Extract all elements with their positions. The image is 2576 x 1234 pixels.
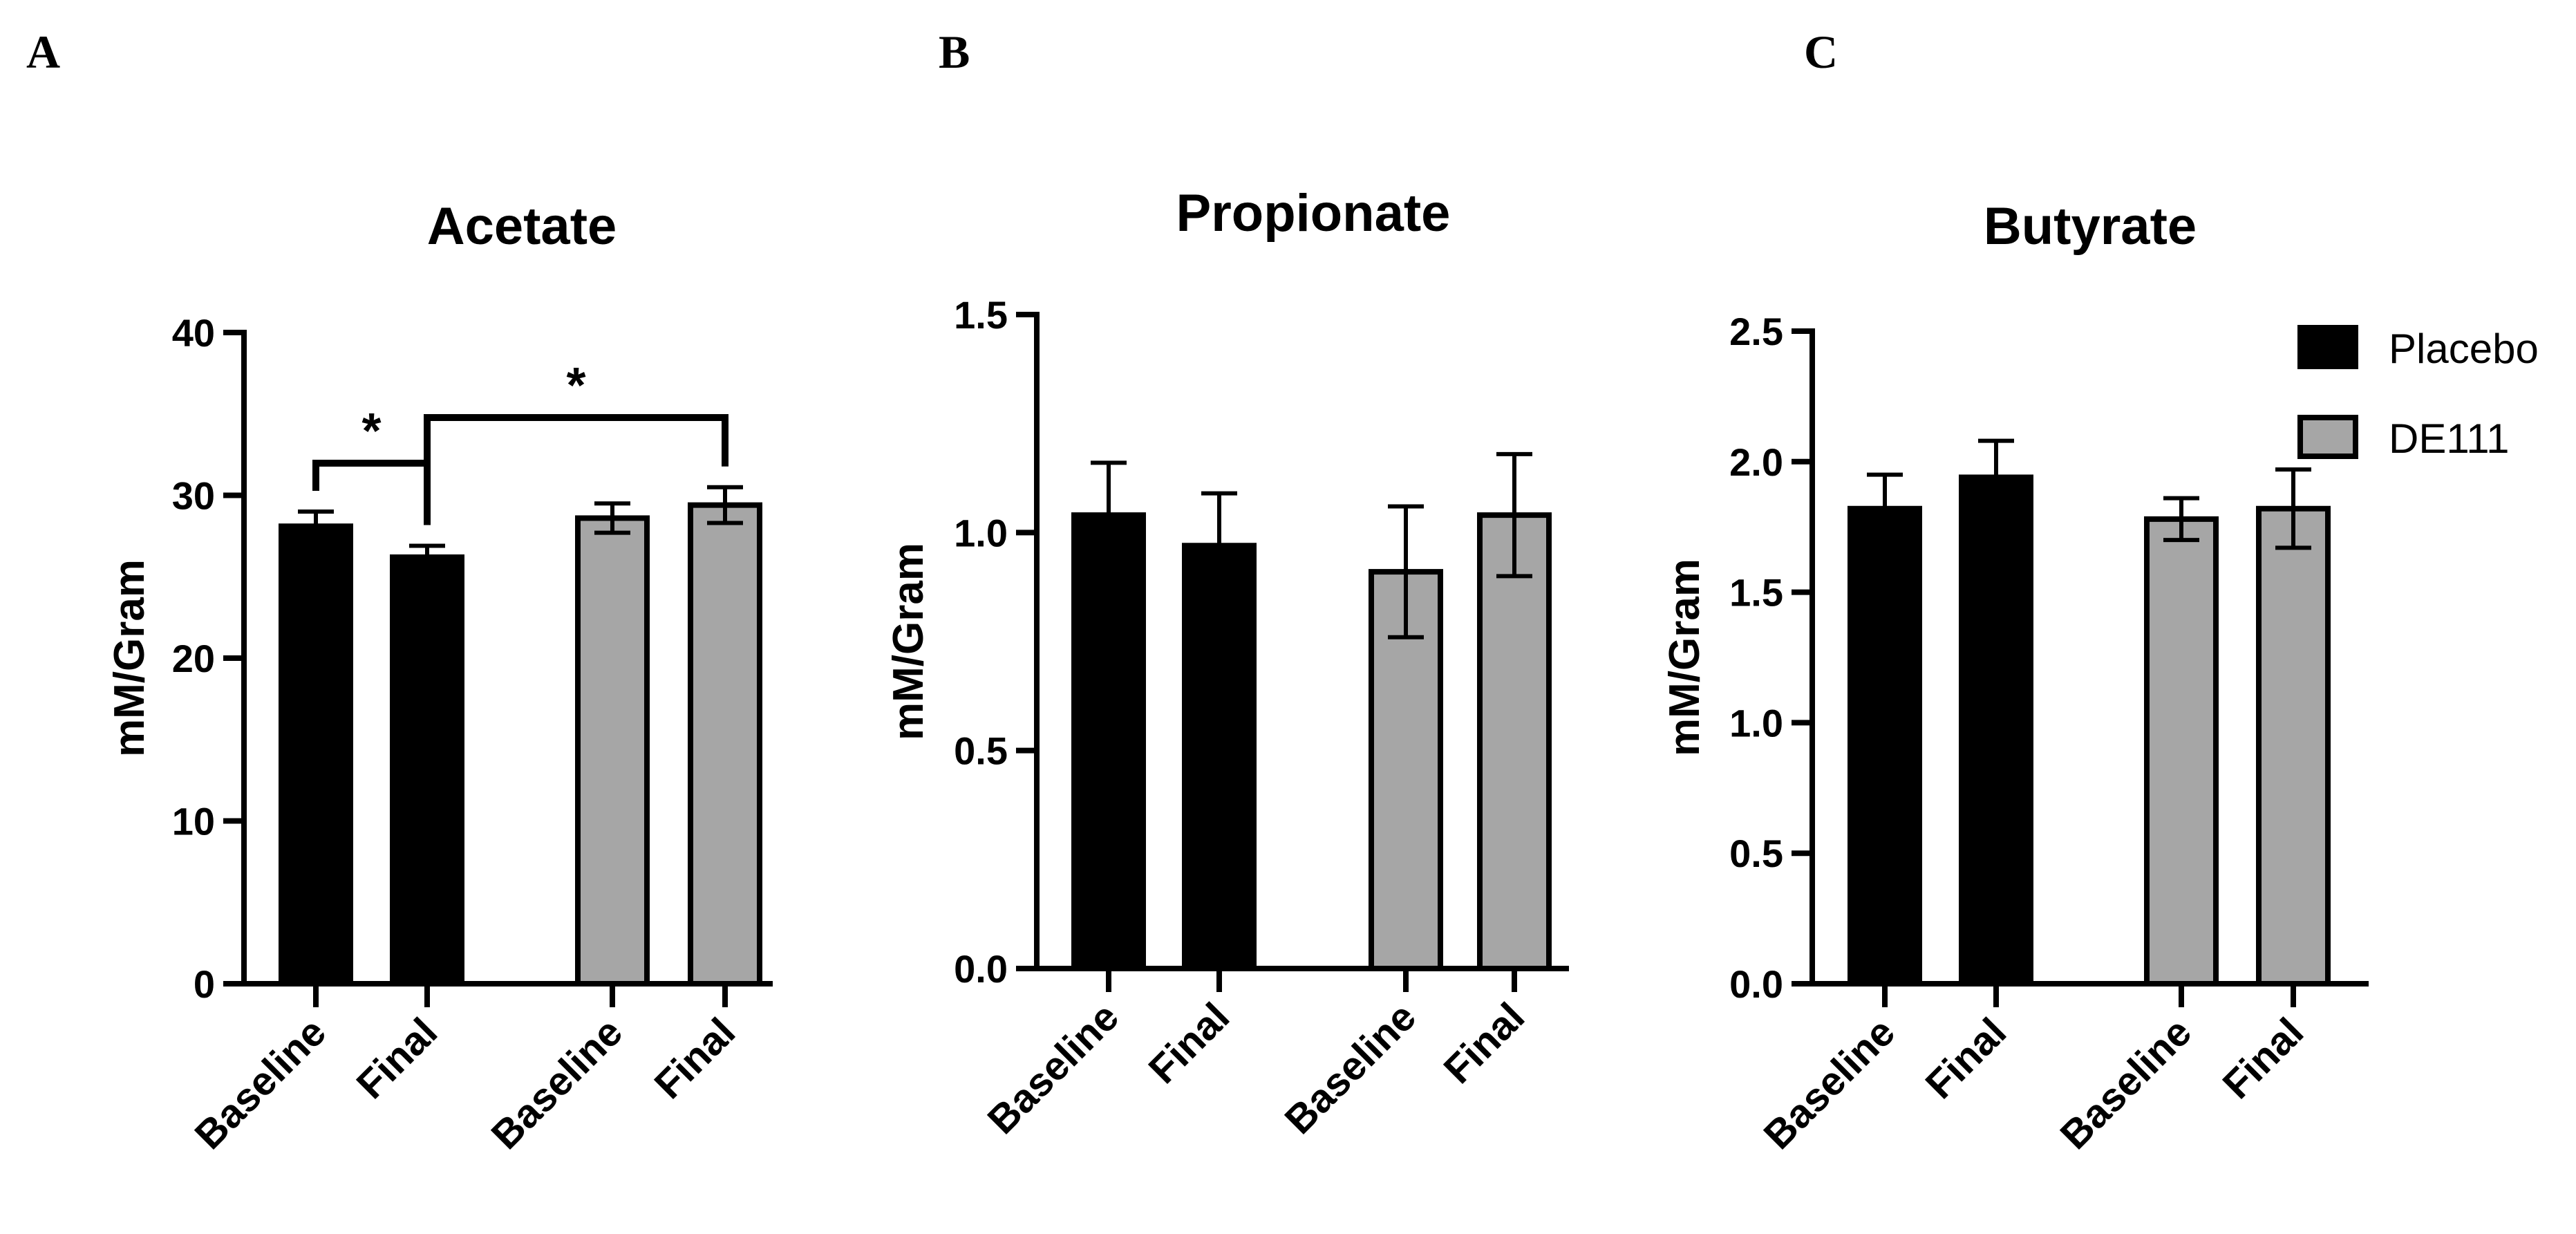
y-tick-label: 1.0 [1729, 701, 1783, 745]
x-tick-label: Final [646, 1009, 744, 1107]
y-tick-label: 0.5 [1729, 832, 1783, 875]
butyrate-chart: Butyrate mM/Gram 0.0 0.5 1.0 1.5 2.0 2.5 Baselin… [1661, 197, 2369, 1158]
error-bar [594, 501, 630, 535]
y-tick-label: 20 [172, 637, 215, 680]
x-tick-label: Baseline [2052, 1009, 2201, 1158]
y-axis-label: mM/Gram [1661, 559, 1709, 756]
y-tick-label: 2.5 [1729, 310, 1783, 353]
error-bar [298, 510, 334, 527]
y-tick-label: 40 [172, 311, 215, 355]
bar-de111-final [2256, 505, 2331, 987]
error-bar [1091, 460, 1127, 516]
legend: Placebo DE111 [2297, 325, 2539, 462]
y-tick-label: 0.0 [954, 947, 1008, 991]
error-bar [2163, 496, 2199, 543]
error-bar [409, 543, 445, 557]
significance-bracket: * [424, 358, 728, 525]
x-tick-label: Final [1917, 1009, 2015, 1107]
error-bar [1201, 491, 1237, 546]
legend-label-de111: DE111 [2389, 415, 2510, 462]
bar-placebo-final [390, 554, 464, 987]
x-tick-label: Final [348, 1009, 446, 1107]
bar-de111-baseline [2144, 516, 2219, 987]
panel-letter-b: B [939, 26, 970, 78]
y-tick-label: 1.5 [1729, 571, 1783, 615]
error-bar [1978, 438, 2014, 478]
x-tick-label: Final [1140, 994, 1239, 1092]
significance-bracket: * [312, 404, 431, 525]
chart-title: Butyrate [1984, 197, 2197, 256]
chart-title: Propionate [1176, 184, 1451, 243]
bar-placebo-final [1182, 543, 1257, 971]
x-tick-label: Baseline [979, 994, 1128, 1143]
panel-letter-a: A [26, 26, 60, 78]
error-bar [2275, 467, 2311, 550]
bar-de111-final [1477, 512, 1552, 971]
x-tick-label: Final [1436, 994, 1534, 1092]
bar-placebo-baseline [279, 523, 353, 987]
bar-placebo-baseline [1848, 505, 1922, 987]
y-tick-label: 10 [172, 800, 215, 843]
bar-de111-final [688, 502, 762, 987]
legend-swatch-placebo [2297, 325, 2358, 369]
y-tick-label: 1.0 [954, 511, 1008, 554]
y-tick-label: 2.0 [1729, 440, 1783, 484]
bar-placebo-baseline [1071, 512, 1146, 971]
y-tick-label: 1.5 [954, 293, 1008, 337]
y-axis-label: mM/Gram [106, 559, 153, 757]
bar-de111-baseline [575, 515, 650, 987]
error-bar [1496, 451, 1532, 579]
error-bar [707, 485, 743, 525]
error-bar [1388, 504, 1424, 639]
legend-swatch-de111 [2297, 415, 2358, 459]
y-tick-label: 0 [194, 962, 215, 1006]
x-tick-label: Baseline [1756, 1009, 1904, 1158]
legend-label-placebo: Placebo [2389, 326, 2539, 372]
error-bar [1867, 472, 1903, 509]
significance-label: * [566, 358, 585, 413]
significance-label: * [361, 404, 381, 459]
y-axis-label: mM/Gram [885, 543, 932, 740]
x-tick-label: Baseline [483, 1009, 632, 1158]
chart-title: Acetate [427, 197, 617, 256]
x-tick-label: Baseline [187, 1009, 335, 1158]
panel-letter-c: C [1804, 26, 1838, 78]
y-tick-label: 0.0 [1729, 962, 1783, 1006]
y-tick-label: 30 [172, 474, 215, 518]
x-tick-label: Baseline [1277, 994, 1425, 1143]
bar-placebo-final [1959, 474, 2033, 987]
y-tick-label: 0.5 [954, 729, 1008, 773]
x-tick-label: Final [2215, 1009, 2313, 1107]
